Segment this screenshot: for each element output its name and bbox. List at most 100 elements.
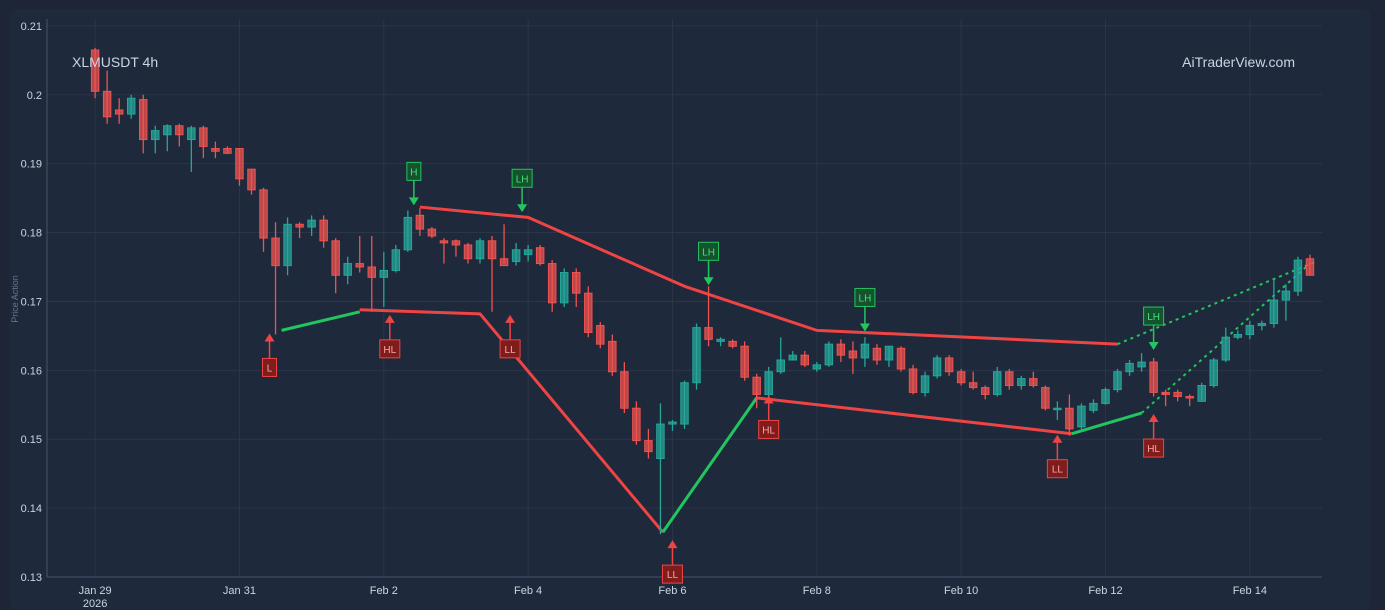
candle-body	[884, 345, 894, 361]
candle-body	[656, 423, 665, 460]
swing-marker-label: LH	[702, 247, 715, 258]
candle-body	[908, 368, 918, 393]
candle-body	[403, 216, 413, 251]
candle-body	[1077, 405, 1086, 428]
candle-body	[343, 263, 352, 276]
candle-body	[223, 148, 232, 154]
candle-body	[175, 125, 184, 136]
marker-box	[698, 241, 720, 261]
candle-body	[319, 219, 328, 242]
watermark: AiTraderView.com	[1182, 54, 1295, 70]
projection-line	[1117, 260, 1317, 346]
candle-body	[644, 440, 653, 453]
candle-body	[1221, 336, 1231, 361]
candle-body	[572, 272, 581, 294]
candle-body	[475, 240, 485, 260]
axes: 0.13 0.14 0.15 0.16 0.17 0.18 0.19 0.2 0.21 Jan 2…	[21, 19, 1322, 610]
y-tick-label: 0.13	[21, 572, 42, 584]
candle-body	[415, 214, 425, 230]
x-tick-label: Jan 31	[223, 585, 256, 597]
symbol-label: XLMUSDT 4h	[72, 54, 158, 70]
x-tick-label: Feb 4	[514, 585, 542, 597]
marker-box	[1046, 459, 1068, 479]
swing-marker-label: H	[410, 167, 417, 178]
candle-body	[776, 359, 785, 373]
candle-body	[692, 327, 701, 384]
chart-panel: 0.13 0.14 0.15 0.16 0.17 0.18 0.19 0.2 0.21 Jan 2…	[10, 9, 1371, 610]
marker-box	[758, 419, 780, 439]
x-tick-label: Feb 14	[1233, 585, 1267, 597]
y-axis-label: Price Action	[10, 275, 20, 323]
candle-body	[247, 168, 256, 191]
candle-body	[1245, 325, 1255, 336]
candle-body	[559, 272, 569, 304]
support-line-green	[661, 397, 758, 534]
candle-body	[271, 237, 280, 267]
candle-body	[860, 343, 870, 359]
candle-body	[1281, 290, 1291, 301]
support-line-red	[359, 308, 664, 534]
trend-lines	[281, 205, 1317, 534]
x-tick-label: Feb 2	[370, 585, 398, 597]
candle-body	[499, 258, 509, 267]
x-tick-label: Feb 10	[944, 585, 978, 597]
marker-arrow	[1148, 342, 1159, 351]
candle-body	[535, 247, 545, 265]
marker-arrow	[408, 197, 419, 206]
candle-body	[1293, 259, 1303, 292]
candle-body	[944, 357, 954, 373]
candle-body	[547, 263, 557, 304]
candle-body	[932, 357, 942, 377]
candle-body	[487, 240, 497, 260]
support-line-red	[756, 396, 1072, 436]
candle-body	[752, 376, 761, 395]
candle-body	[90, 49, 100, 92]
y-tick-label: 0.16	[21, 365, 42, 377]
candle-body	[1089, 402, 1098, 411]
candle-body	[680, 382, 689, 425]
candle-body	[511, 249, 521, 262]
candle-body	[379, 269, 389, 278]
swing-marker-label: LL	[1052, 465, 1064, 476]
marker-box	[262, 357, 278, 377]
candle-body	[283, 223, 292, 267]
swing-marker-label: LL	[667, 570, 679, 581]
candle-body	[355, 263, 364, 268]
marker-box	[406, 161, 422, 181]
marker-arrow	[763, 395, 774, 404]
candle-body	[1161, 391, 1170, 395]
candle-body	[872, 347, 882, 361]
marker-arrow	[667, 540, 678, 549]
candle-body	[596, 325, 605, 345]
marker-box	[499, 339, 521, 359]
candle-body	[1041, 387, 1050, 409]
marker-arrow	[264, 333, 275, 342]
x-tick-sublabel: 2026	[83, 598, 107, 610]
candle-body	[1017, 378, 1026, 386]
swing-marker-label: HL	[1147, 444, 1160, 455]
candle-body	[463, 244, 473, 260]
price-chart[interactable]: 0.13 0.14 0.15 0.16 0.17 0.18 0.19 0.2 0.21 Jan 2…	[10, 9, 1371, 610]
candle-body	[235, 148, 244, 180]
support-line-green	[1071, 411, 1143, 436]
candle-body	[1005, 371, 1014, 386]
candle-body	[391, 249, 401, 271]
candle-body	[1173, 391, 1182, 398]
swing-marker-label: HL	[762, 425, 775, 436]
candle-body	[1101, 389, 1110, 404]
candle-body	[740, 345, 749, 378]
candle-body	[307, 219, 316, 228]
marker-box	[511, 168, 533, 188]
marker-box	[1143, 438, 1165, 458]
candle-body	[427, 228, 437, 237]
candle-body	[980, 387, 990, 395]
candle-body	[1305, 258, 1315, 276]
candle-body	[620, 371, 629, 409]
candle-body	[367, 266, 376, 278]
candle-body	[138, 99, 148, 141]
candle-body	[788, 354, 797, 361]
y-tick-label: 0.19	[21, 159, 42, 171]
candle-body	[1065, 407, 1074, 430]
y-tick-label: 0.2	[27, 90, 42, 102]
candle-body	[187, 127, 196, 141]
